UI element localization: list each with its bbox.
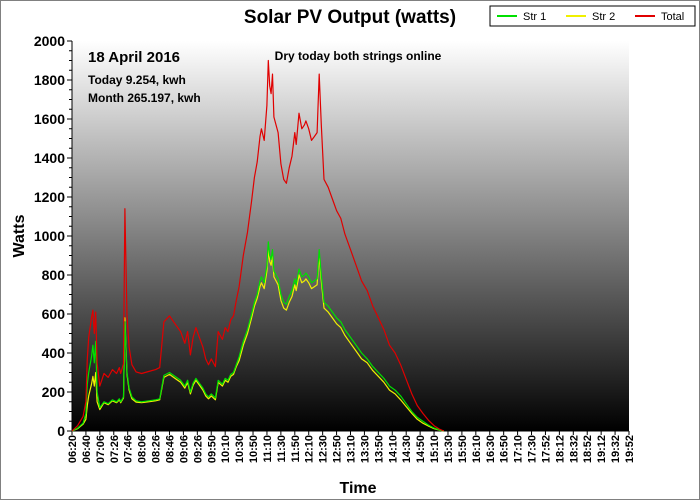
x-tick-label: 10:50 <box>248 435 260 463</box>
x-tick-label: 14:50 <box>415 435 427 463</box>
legend-label: Str 1 <box>523 11 546 23</box>
y-tick-label: 1800 <box>34 72 65 88</box>
x-tick-label: 15:30 <box>443 435 455 463</box>
x-tick-label: 14:10 <box>387 435 399 463</box>
x-tick-label: 07:06 <box>95 435 107 463</box>
weather-note-annotation: Dry today both strings online <box>275 49 442 63</box>
y-axis-label: Watts <box>11 214 28 257</box>
series-layer <box>71 59 445 432</box>
x-tick-label: 13:30 <box>359 435 371 463</box>
x-tick-label: 15:10 <box>429 435 441 463</box>
legend-label: Str 2 <box>592 11 615 23</box>
x-tick-label: 17:30 <box>527 435 539 463</box>
x-tick-label: 16:50 <box>499 435 511 463</box>
plot-area <box>72 41 629 431</box>
y-tick-label: 600 <box>42 306 66 322</box>
y-tick-label: 200 <box>42 384 66 400</box>
x-tick-label: 08:46 <box>164 435 176 463</box>
x-tick-label: 09:50 <box>206 435 218 463</box>
y-tick-label: 1200 <box>34 189 65 205</box>
x-tick-label: 07:46 <box>123 435 135 463</box>
x-tick-label: 15:50 <box>457 435 469 463</box>
x-tick-label: 18:32 <box>568 435 580 463</box>
x-tick-label: 19:52 <box>624 435 636 463</box>
x-tick-label: 19:32 <box>610 435 622 463</box>
y-tick-label: 1000 <box>34 228 65 244</box>
x-tick-label: 08:06 <box>137 435 149 463</box>
y-tick-label: 1400 <box>34 150 65 166</box>
y-axis: 0 200 400 600 800 1000 1200 1400 1600 1800 2000 <box>34 33 73 439</box>
month-energy-annotation: Month 265.197, kwh <box>88 91 201 105</box>
x-tick-label: 19:12 <box>596 435 608 463</box>
x-tick-label: 16:10 <box>471 435 483 463</box>
legend: Str 1 Str 2 Total <box>489 5 696 27</box>
x-tick-label: 08:26 <box>151 435 163 463</box>
x-tick-label: 12:30 <box>318 435 330 463</box>
x-tick-label: 10:30 <box>234 435 246 463</box>
x-tick-label: 12:10 <box>304 435 316 463</box>
series-line-str-1 <box>71 241 444 432</box>
x-tick-label: 11:30 <box>276 435 288 463</box>
y-tick-label: 400 <box>42 345 66 361</box>
date-annotation: 18 April 2016 <box>88 49 180 66</box>
x-tick-label: 11:10 <box>262 435 274 463</box>
x-axis-label: Time <box>339 480 376 497</box>
x-axis: 06:20 06:40 07:06 07:26 07:46 08:06 08:26 08:46… <box>67 430 636 463</box>
chart-title: Solar PV Output (watts) <box>244 7 456 28</box>
x-tick-label: 11:50 <box>290 435 302 463</box>
x-tick-label: 14:30 <box>401 435 413 463</box>
x-tick-label: 18:12 <box>554 435 566 463</box>
today-energy-annotation: Today 9.254, kwh <box>88 73 186 87</box>
x-tick-label: 09:06 <box>178 435 190 463</box>
y-tick-label: 0 <box>57 423 65 439</box>
x-tick-label: 12:50 <box>332 435 344 463</box>
x-tick-label: 10:10 <box>220 435 232 463</box>
x-tick-label: 16:30 <box>485 435 497 463</box>
series-line-total <box>71 59 445 432</box>
x-tick-label: 06:40 <box>81 435 93 463</box>
x-tick-label: 13:50 <box>373 435 385 463</box>
y-tick-label: 1600 <box>34 111 65 127</box>
x-tick-label: 13:10 <box>346 435 358 463</box>
legend-label: Total <box>661 11 684 23</box>
x-tick-label: 17:52 <box>540 435 552 463</box>
legend-box <box>489 5 696 27</box>
x-tick-label: 06:20 <box>67 435 79 463</box>
y-tick-label: 2000 <box>34 33 65 49</box>
y-tick-label: 800 <box>42 267 66 283</box>
x-tick-label: 18:52 <box>582 435 594 463</box>
x-tick-label: 09:26 <box>192 435 204 463</box>
x-tick-label: 07:26 <box>109 435 121 463</box>
x-tick-label: 17:10 <box>513 435 525 463</box>
